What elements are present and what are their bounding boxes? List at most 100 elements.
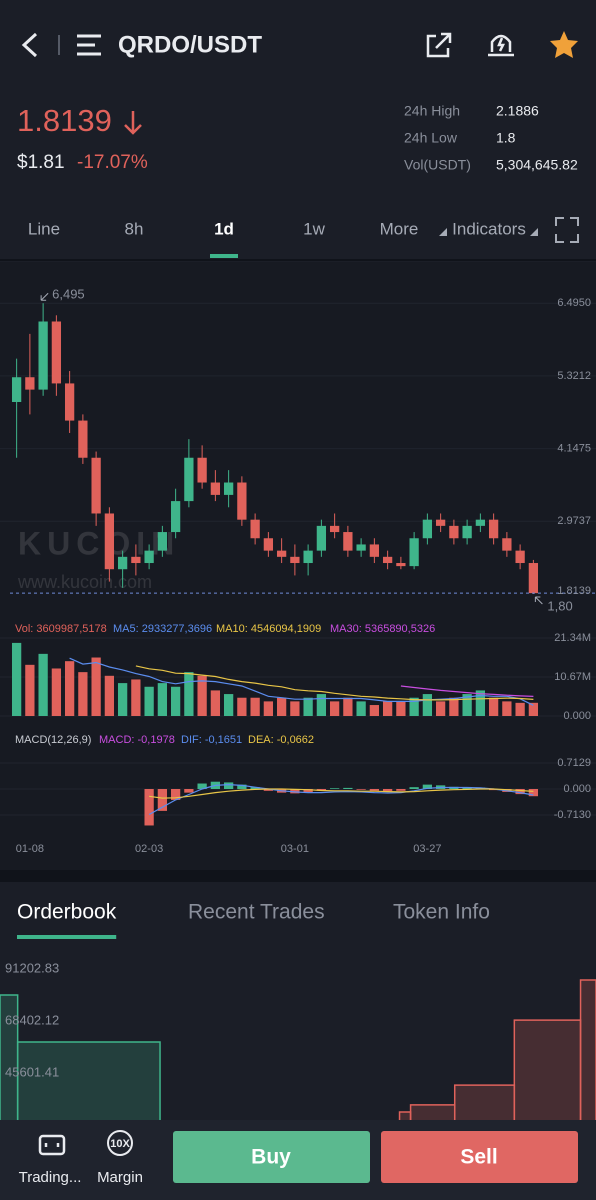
macd-bar (422, 784, 433, 789)
interval-tab[interactable]: Line (28, 219, 60, 238)
candle-body (184, 457, 194, 502)
volume-bar (170, 686, 181, 716)
macd-bar (528, 788, 539, 797)
candle-body (131, 556, 141, 564)
stat-value: 5,304,645.82 (496, 157, 578, 173)
volume-bar (409, 697, 419, 716)
buy-button[interactable] (173, 1131, 370, 1183)
interval-tabs: Line 8h 1d 1w More Indicators (28, 219, 538, 258)
active-tab-indicator (210, 254, 238, 258)
watermark: www.kucoin.com (17, 572, 152, 592)
volume-bar (157, 683, 168, 716)
last-price-label: 1.8139 (557, 585, 591, 597)
orderbook-tabs: Orderbook Recent Trades Token Info (17, 901, 490, 939)
y-tick-label: 2.9737 (557, 515, 591, 527)
macd-bar (409, 787, 419, 789)
y-tick-label: 0.000 (563, 783, 591, 795)
buy-label[interactable]: Buy (251, 1146, 291, 1169)
candle-body (488, 519, 499, 539)
candle-body (369, 544, 380, 557)
usd-price: $1.81 (17, 152, 65, 173)
book-tab[interactable]: Token Info (393, 901, 490, 924)
candle-body (343, 532, 353, 551)
volume-bar (369, 705, 380, 716)
candle-body (91, 457, 101, 514)
candle-body (223, 482, 234, 495)
indicator-line (148, 783, 534, 816)
volume-bar (303, 697, 313, 716)
y-tick-label: 6.4950 (557, 297, 591, 309)
sell-button[interactable] (381, 1131, 578, 1183)
favorite-star[interactable] (550, 31, 578, 58)
candle-body (528, 563, 539, 594)
macd-bar (263, 788, 274, 791)
stats: 24h High 2.1886 24h Low 1.8 Vol(USDT) 5,304,6… (404, 103, 578, 173)
fullscreen-icon[interactable] (555, 217, 579, 243)
legend-entry: DIF: -0,1651 (181, 734, 242, 746)
down-arrow (124, 111, 142, 135)
macd-bar (329, 788, 340, 789)
x-tick-label: 03-01 (281, 843, 309, 855)
macd-bar (396, 788, 406, 791)
indicator-label: Vol: 3609987,5178 (15, 623, 107, 635)
candle-body (276, 550, 287, 557)
volume-bar (78, 672, 88, 716)
candle-body (303, 550, 313, 564)
candle-body (25, 377, 35, 390)
volume-bar (462, 694, 472, 716)
candle-body (263, 538, 274, 551)
trading-icon[interactable] (38, 1134, 66, 1156)
stat-label: 24h High (404, 103, 460, 119)
asks-step (579, 979, 596, 1177)
active-tab-indicator (17, 935, 117, 939)
volume-bar (502, 701, 512, 716)
x-tick-label: 02-03 (135, 843, 163, 855)
volume-bar (382, 701, 393, 716)
margin-icon[interactable] (107, 1130, 133, 1156)
volume-bar (276, 697, 287, 716)
volume-bar (396, 701, 406, 716)
charts: 6.4950 5.3212 4.1475 2.9737 KUCOIN www.kucoin… (0, 287, 596, 855)
candle-body (396, 563, 406, 567)
y-tick-label: 68402.12 (5, 1012, 59, 1027)
book-tab[interactable]: Recent Trades (188, 901, 325, 924)
nav-label[interactable]: Trading... (19, 1169, 82, 1186)
alert-icon[interactable] (488, 34, 514, 57)
high-annotation: 6,495 (52, 287, 85, 302)
macd-bar (290, 788, 300, 794)
share-icon[interactable] (426, 32, 452, 58)
candle-body (316, 525, 327, 551)
candle-body (422, 519, 433, 539)
volume-bar (131, 679, 141, 716)
candle-body (78, 420, 88, 458)
candle-body (435, 519, 446, 526)
interval-tab[interactable]: 8h (125, 219, 144, 238)
candle-body (329, 525, 340, 533)
menu-icon[interactable] (77, 34, 101, 56)
interval-tab[interactable]: Indicators (452, 219, 526, 238)
candle-body (250, 519, 260, 539)
volume-bar (329, 701, 340, 716)
interval-tab[interactable]: 1w (303, 219, 325, 238)
interval-tab[interactable]: 1d (214, 219, 234, 238)
dropdown-icon (530, 228, 538, 236)
volume-bar (11, 642, 22, 716)
back-button[interactable] (21, 32, 38, 58)
indicator-line (69, 657, 534, 706)
volume-bar (64, 661, 75, 716)
legend-entry: DEA: -0,0662 (248, 734, 314, 746)
interval-tab[interactable]: More (380, 219, 419, 238)
book-tab[interactable]: Orderbook (17, 901, 117, 924)
y-tick-label: 21.34M (554, 632, 591, 644)
volume-bar (343, 697, 353, 716)
macd-bar (303, 788, 313, 793)
volume-bar (51, 668, 62, 716)
sell-label[interactable]: Sell (460, 1146, 497, 1169)
volume-bar (316, 694, 327, 716)
nav-label[interactable]: Margin (97, 1169, 143, 1186)
legend-entry: MA5: 2933277,3696 (113, 623, 212, 635)
macd-bar (237, 784, 247, 789)
separator (0, 870, 596, 882)
indicator-line (149, 788, 534, 799)
